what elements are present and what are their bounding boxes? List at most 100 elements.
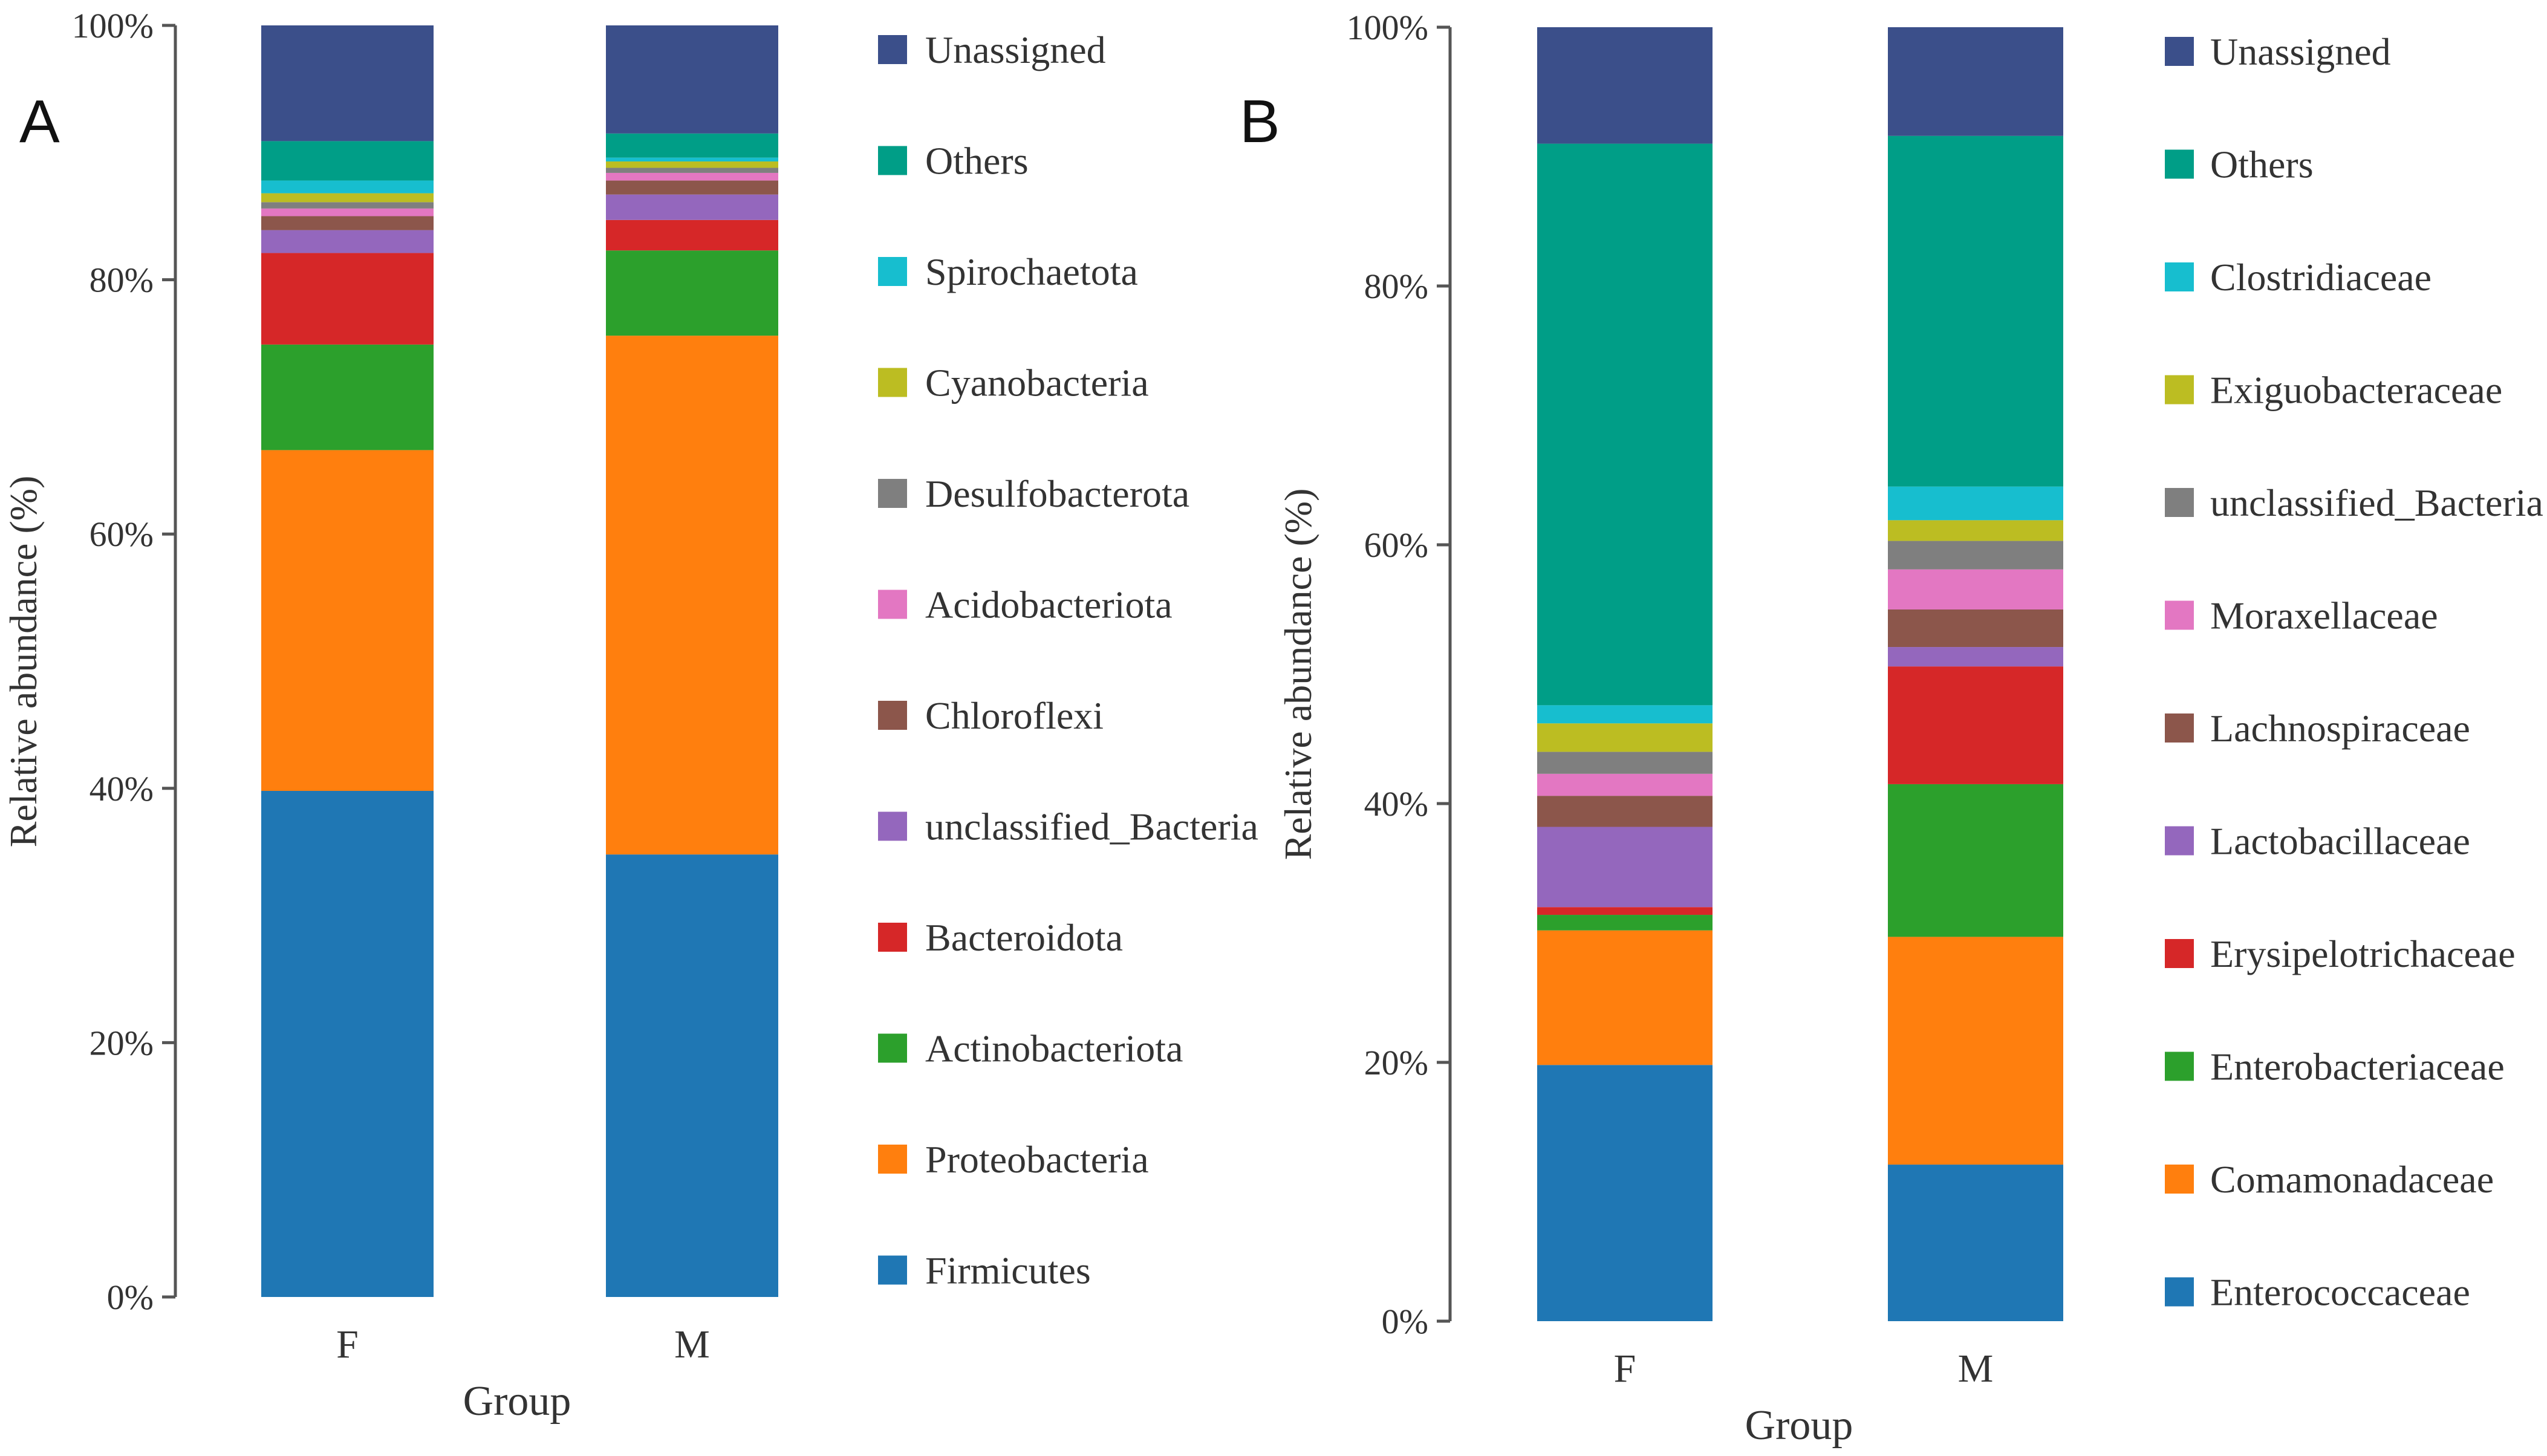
bar-segment-F-Proteobacteria	[261, 450, 434, 791]
bar-segment-M-Lachnospiraceae	[1888, 609, 2063, 648]
legend-label: Bacteroidota	[925, 916, 1123, 959]
bar-segment-F-Desulfobacterota	[261, 202, 434, 209]
bar-segment-M-unclassified_Bacteria	[606, 194, 778, 220]
legend-swatch	[878, 1255, 907, 1285]
legend-label: Actinobacteriota	[925, 1027, 1183, 1070]
y-tick-label: 0%	[107, 1278, 154, 1317]
legend-label: Unassigned	[2210, 30, 2391, 73]
legend-label: Lactobacillaceae	[2210, 820, 2470, 863]
bar-segment-M-Enterobacteriaceae	[1888, 784, 2063, 937]
y-tick-label: 100%	[72, 6, 154, 45]
legend-label: Others	[925, 140, 1029, 183]
legend-swatch	[878, 479, 907, 508]
legend-label: Firmicutes	[925, 1249, 1091, 1292]
legend-swatch	[2165, 1277, 2194, 1307]
legend-label: Enterococcaceae	[2210, 1271, 2470, 1314]
bar-segment-M-Chloroflexi	[606, 180, 778, 195]
legend-label: Chloroflexi	[925, 694, 1104, 737]
bar-segment-M-unclassified_Bacteria	[1888, 541, 2063, 570]
bar-segment-M-Desulfobacterota	[606, 167, 778, 173]
bar-segment-F-Clostridiaceae	[1537, 705, 1713, 724]
panel-b: B Relative abundance (%) Group 0% 20% 40% 6…	[1240, 8, 2543, 1449]
y-tick-label: 60%	[89, 515, 154, 554]
y-axis-label: Relative abundance (%)	[1277, 489, 1319, 860]
legend-swatch	[2165, 826, 2194, 856]
bars	[1537, 27, 2063, 1321]
bar-segment-M-Comamonadaceae	[1888, 937, 2063, 1165]
legend-swatch	[878, 35, 907, 64]
bar-segment-M-Others	[1888, 135, 2063, 487]
bar-segment-F-Comamonadaceae	[1537, 930, 1713, 1065]
bar-segment-M-Cyanobacteria	[606, 161, 778, 168]
legend-label: Others	[2210, 143, 2314, 186]
bar-segment-F-unclassified_Bacteria	[261, 230, 434, 253]
legend-label: Lachnospiraceae	[2210, 707, 2470, 750]
bar-segment-M-Firmicutes	[606, 854, 778, 1297]
bar-segment-F-Enterobacteriaceae	[1537, 915, 1713, 931]
y-ticks: 0% 20% 40% 60% 80% 100%	[1347, 8, 1450, 1341]
bar-segment-M-Exiguobacteraceae	[1888, 520, 2063, 541]
bar-segment-M-Enterococcaceae	[1888, 1165, 2063, 1321]
legend-label: Acidobacteriota	[925, 583, 1173, 626]
legend-label: Cyanobacteria	[925, 362, 1149, 405]
bar-segment-M-Moraxellaceae	[1888, 569, 2063, 609]
bar-segment-F-Acidobacteriota	[261, 208, 434, 216]
legend-swatch	[878, 590, 907, 619]
bar-segment-M-Lactobacillaceae	[1888, 647, 2063, 667]
bar-segment-F-Unassigned	[261, 25, 434, 141]
legend-label: Proteobacteria	[925, 1138, 1149, 1181]
bar-segment-F-Others	[1537, 143, 1713, 706]
panel-a: A Relative abundance (%) Group 0% 20% 40% 6…	[2, 6, 1258, 1425]
bar-segment-F-Actinobacteriota	[261, 344, 434, 450]
legend-label: Comamonadaceae	[2210, 1158, 2494, 1201]
legend-swatch	[878, 811, 907, 841]
legend-label: Desulfobacterota	[925, 472, 1189, 515]
bar-segment-F-Firmicutes	[261, 791, 434, 1297]
y-ticks: 0% 20% 40% 60% 80% 100%	[72, 6, 175, 1317]
y-tick-label: 80%	[1364, 267, 1428, 306]
legend-swatch	[878, 1033, 907, 1063]
y-axis-label: Relative abundance (%)	[2, 476, 45, 848]
bar-segment-M-Spirochaetota	[606, 157, 778, 162]
bar-segment-M-Proteobacteria	[606, 336, 778, 855]
y-tick-label: 60%	[1364, 525, 1428, 565]
legend-swatch	[2165, 713, 2194, 743]
y-tick-label: 80%	[89, 261, 154, 300]
x-tick-label: M	[674, 1322, 710, 1367]
bar-segment-F-Moraxellaceae	[1537, 773, 1713, 796]
legend: Unassigned Others Clostridiaceae Exiguobact…	[2165, 30, 2543, 1314]
bar-segment-F-Others	[261, 141, 434, 181]
y-tick-label: 0%	[1382, 1302, 1428, 1341]
legend-swatch	[878, 1145, 907, 1174]
bar-segment-F-Bacteroidota	[261, 253, 434, 345]
legend-swatch	[2165, 37, 2194, 66]
legend-swatch	[878, 146, 907, 175]
bar-segment-M-Erysipelotrichaceae	[1888, 666, 2063, 784]
bar-segment-M-Actinobacteriota	[606, 250, 778, 336]
bar-segment-F-unclassified_Bacteria	[1537, 752, 1713, 774]
legend-label: unclassified_Bacteria	[925, 805, 1258, 848]
legend-label: Erysipelotrichaceae	[2210, 932, 2516, 975]
bar-segment-F-Exiguobacteraceae	[1537, 723, 1713, 752]
legend-swatch	[2165, 149, 2194, 179]
y-tick-label: 40%	[1364, 784, 1428, 824]
bar-segment-F-Cyanobacteria	[261, 193, 434, 203]
legend-swatch	[878, 701, 907, 730]
legend-swatch	[2165, 939, 2194, 968]
legend-label: Enterobacteriaceae	[2210, 1045, 2505, 1088]
y-tick-label: 100%	[1347, 8, 1428, 47]
panel-label: B	[1240, 88, 1280, 155]
legend-label: Unassigned	[925, 28, 1106, 71]
bar-segment-M-Bacteroidota	[606, 219, 778, 251]
y-tick-label: 20%	[89, 1023, 154, 1062]
legend-swatch	[2165, 600, 2194, 630]
bar-segment-M-Acidobacteriota	[606, 172, 778, 181]
bar-segment-M-Clostridiaceae	[1888, 486, 2063, 521]
legend-swatch	[878, 368, 907, 397]
legend-swatch	[2165, 1165, 2194, 1194]
bar-segment-F-Unassigned	[1537, 27, 1713, 144]
legend-swatch	[2165, 262, 2194, 291]
bar-segment-M-Others	[606, 133, 778, 158]
legend-label: Clostridiaceae	[2210, 256, 2432, 299]
